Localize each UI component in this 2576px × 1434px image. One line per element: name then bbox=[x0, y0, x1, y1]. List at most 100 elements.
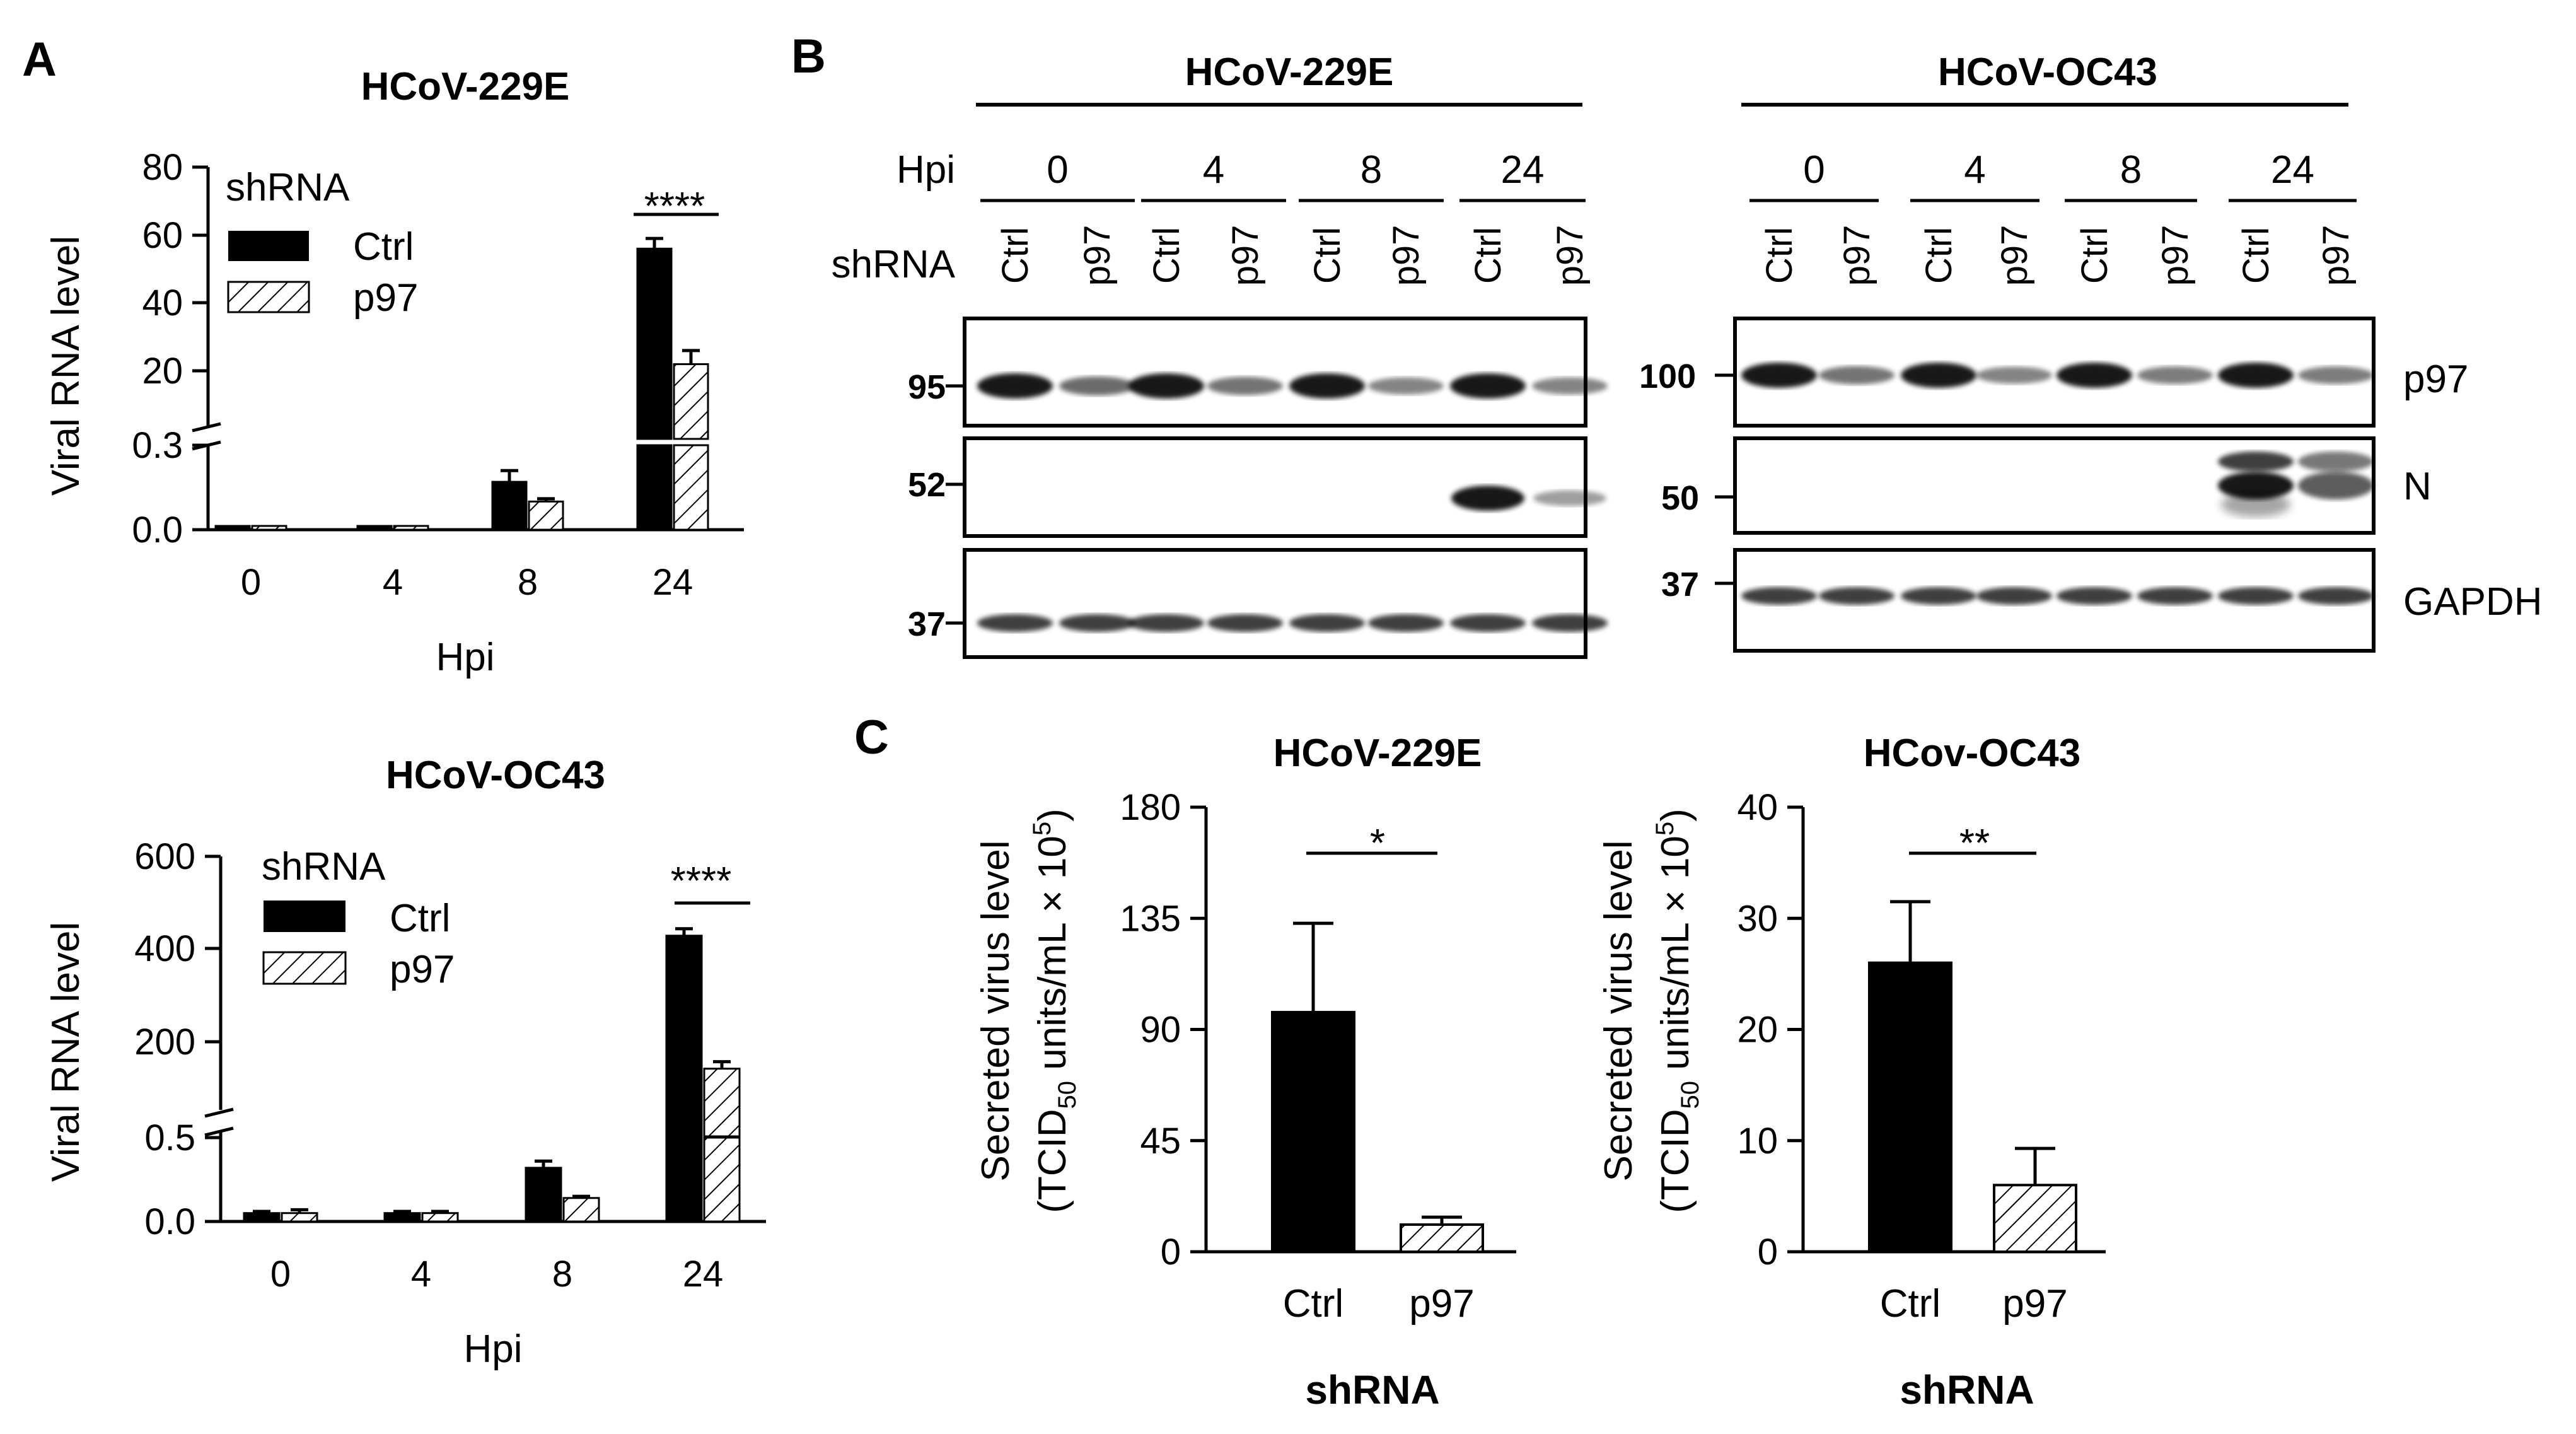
band-p97 bbox=[1368, 377, 1444, 395]
band-gapdh bbox=[1819, 587, 1894, 605]
y-tick-label: 180 bbox=[1120, 787, 1181, 828]
x-axis-label: Hpi bbox=[436, 636, 494, 679]
x-tick-label: 0 bbox=[241, 562, 261, 603]
shrna-row-label: shRNA bbox=[832, 243, 956, 286]
axis-break-mark bbox=[192, 422, 221, 433]
y-ticks: 0 10 20 30 40 bbox=[1737, 787, 1803, 1273]
legend-swatch-ctrl bbox=[228, 231, 309, 261]
bar-ctrl-24-upper bbox=[636, 247, 673, 440]
legend-label-p97: p97 bbox=[353, 276, 418, 320]
band-n bbox=[2218, 472, 2294, 499]
hpi-row-label: Hpi bbox=[896, 148, 955, 192]
y-tick-label: 10 bbox=[1737, 1121, 1778, 1162]
legend-label-ctrl: Ctrl bbox=[390, 897, 450, 940]
panel-label-c: C bbox=[854, 711, 889, 764]
panel-a-top-chart: HCoV-229E Viral RNA level 0.0 0.3 20 40 … bbox=[44, 65, 744, 679]
x-tick-label: 0 bbox=[270, 1254, 291, 1295]
x-axis-label: Hpi bbox=[463, 1327, 522, 1371]
y-tick-label: 0.0 bbox=[132, 510, 183, 551]
band-gapdh bbox=[1368, 614, 1444, 632]
y-ticks: 0 45 90 135 180 bbox=[1120, 787, 1206, 1273]
legend-swatch-p97 bbox=[262, 951, 347, 985]
panel-c-left-chart: HCoV-229E Secreted virus level (TCID50 u… bbox=[974, 732, 1516, 1413]
band-gapdh bbox=[1741, 587, 1817, 605]
panel-label-b: B bbox=[791, 30, 826, 83]
timepoint-label: 0 bbox=[1803, 148, 1825, 192]
band-gapdh bbox=[2218, 587, 2294, 605]
legend-title: shRNA bbox=[262, 845, 386, 889]
legend-label-ctrl: Ctrl bbox=[353, 225, 414, 269]
lane-label: p97 bbox=[1386, 225, 1427, 286]
legend-swatch-ctrl bbox=[264, 901, 345, 932]
y-tick-label: 200 bbox=[134, 1022, 195, 1063]
bars-group bbox=[243, 927, 741, 1223]
chart-title: HCoV-229E bbox=[361, 65, 570, 108]
y-tick-label: 0.0 bbox=[144, 1201, 195, 1242]
y-tick-label: 30 bbox=[1737, 898, 1778, 939]
significance-label: **** bbox=[671, 860, 732, 903]
band-p97 bbox=[1532, 377, 1608, 395]
bar-ctrl-4 bbox=[383, 1212, 421, 1223]
lane-label: Ctrl bbox=[1759, 227, 1800, 284]
bar-p97-0 bbox=[251, 525, 287, 531]
chart-title: HCoV-OC43 bbox=[386, 754, 605, 797]
band-p97 bbox=[1741, 363, 1817, 388]
blot-group-title: HCoV-OC43 bbox=[1938, 50, 2157, 94]
bar-ctrl-24-lower bbox=[665, 1136, 703, 1223]
legend-label-p97: p97 bbox=[390, 948, 455, 991]
bar-p97-24-upper bbox=[703, 1068, 741, 1138]
lane-label: p97 bbox=[2316, 225, 2357, 286]
bar-p97 bbox=[1993, 1184, 2077, 1253]
y-axis-label: Viral RNA level bbox=[44, 236, 88, 496]
y-axis-label-line1: Secreted virus level bbox=[974, 840, 1018, 1181]
band-gapdh bbox=[2298, 587, 2374, 605]
blot-frame-p97-229e bbox=[963, 317, 1587, 428]
bar-p97-24-upper bbox=[673, 363, 709, 440]
band-gapdh bbox=[1059, 614, 1135, 632]
band-gapdh bbox=[1207, 614, 1283, 632]
bars-group bbox=[1271, 921, 1484, 1254]
band-n bbox=[1451, 486, 1524, 511]
lane-label: Ctrl bbox=[2074, 227, 2115, 284]
band-n-smear bbox=[2221, 492, 2290, 517]
bar-ctrl-8 bbox=[525, 1167, 562, 1223]
x-tick-label: p97 bbox=[1409, 1282, 1474, 1326]
bar-ctrl-4 bbox=[356, 525, 393, 531]
timepoint-label: 8 bbox=[1361, 148, 1382, 192]
x-tick-label: 24 bbox=[683, 1254, 724, 1295]
bars-group bbox=[214, 236, 709, 531]
bar-p97-0 bbox=[281, 1212, 318, 1223]
lane-label: p97 bbox=[1836, 225, 1877, 286]
y-axis-label-line1: Secreted virus level bbox=[1597, 840, 1640, 1181]
timepoint-label: 0 bbox=[1047, 148, 1068, 192]
band-p97 bbox=[1450, 373, 1526, 399]
band-n bbox=[1533, 490, 1606, 506]
band-n-upper bbox=[2218, 452, 2294, 472]
lane-label: Ctrl bbox=[995, 227, 1036, 284]
lane-label: Ctrl bbox=[2236, 227, 2277, 284]
lane-label: Ctrl bbox=[1146, 227, 1187, 284]
axis-break-mark bbox=[204, 1126, 234, 1137]
band-p97 bbox=[1289, 373, 1365, 399]
panel-label-a: A bbox=[22, 33, 57, 86]
mw-marker: 95 bbox=[908, 368, 946, 406]
y-axis-label-line2: (TCID50 units/mL × 105) bbox=[1651, 808, 1704, 1213]
band-n-upper bbox=[2298, 452, 2374, 472]
lane-label: p97 bbox=[1077, 225, 1118, 286]
bar-ctrl bbox=[1271, 1011, 1355, 1254]
x-tick-label: 24 bbox=[653, 562, 693, 603]
band-gapdh bbox=[2057, 587, 2132, 605]
protein-label-gapdh: GAPDH bbox=[2403, 580, 2542, 624]
y-tick-label: 45 bbox=[1140, 1121, 1181, 1162]
blot-frame-gapdh-229e bbox=[963, 548, 1587, 659]
band-p97 bbox=[1819, 366, 1894, 385]
y-tick-label: 40 bbox=[1737, 787, 1778, 828]
band-gapdh bbox=[1976, 587, 2052, 605]
chart-title: HCoV-229E bbox=[1273, 732, 1482, 775]
y-tick-label: 0 bbox=[1758, 1232, 1778, 1273]
x-axis-label: shRNA bbox=[1900, 1367, 2034, 1413]
legend-title: shRNA bbox=[226, 166, 350, 209]
bar-p97-8 bbox=[528, 500, 564, 531]
band-gapdh bbox=[1289, 614, 1365, 632]
